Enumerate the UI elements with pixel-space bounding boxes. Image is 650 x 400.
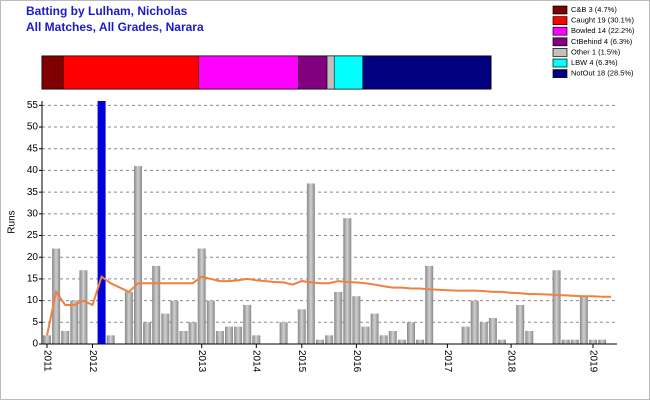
chart-title: Batting by Lulham, Nicholas xyxy=(26,4,188,18)
y-tick-label: 15 xyxy=(27,274,39,285)
bar xyxy=(589,339,597,344)
bar xyxy=(334,291,343,344)
stack-segment xyxy=(198,55,299,90)
y-axis-label: Runs xyxy=(7,210,18,233)
y-tick-label: 35 xyxy=(27,187,39,198)
x-tick-label: 2014 xyxy=(251,350,262,373)
stack-segment xyxy=(362,55,492,90)
bar xyxy=(379,335,388,344)
bar xyxy=(525,330,534,344)
legend-label: C&B 3 (4.7%) xyxy=(571,5,617,14)
legend-label: CtBehind 4 (6.3%) xyxy=(571,37,633,46)
bar xyxy=(552,270,561,344)
bar xyxy=(488,317,497,344)
y-tick-label: 10 xyxy=(27,295,39,306)
legend-swatch xyxy=(552,37,568,47)
y-tick-label: 20 xyxy=(27,252,39,263)
bar xyxy=(43,335,51,344)
bar xyxy=(188,322,197,344)
bar xyxy=(470,300,479,344)
bar xyxy=(306,183,315,344)
bar xyxy=(124,291,133,344)
y-tick-label: 45 xyxy=(27,143,39,154)
bar xyxy=(143,322,152,344)
legend-label: Bowled 14 (22.2%) xyxy=(571,26,635,35)
legend-label: NotOut 18 (28.5%) xyxy=(571,69,634,78)
bar xyxy=(570,339,579,344)
bar xyxy=(197,248,206,344)
y-tick-label: 25 xyxy=(27,230,39,241)
y-tick-label: 30 xyxy=(27,208,39,219)
bar xyxy=(361,326,370,344)
legend-swatch xyxy=(552,5,568,15)
stack-segment xyxy=(298,55,328,90)
bar xyxy=(70,300,79,344)
bar xyxy=(516,304,525,344)
bar xyxy=(234,326,243,344)
bar xyxy=(297,309,306,344)
bar xyxy=(106,335,115,344)
legend-swatch xyxy=(552,16,568,25)
y-tick-label: 5 xyxy=(32,317,38,328)
legend-swatch xyxy=(552,26,568,36)
x-tick-label: 2013 xyxy=(196,350,207,373)
legend-label: Other 1 (1.5%) xyxy=(571,47,621,56)
legend-swatch xyxy=(552,48,568,57)
x-tick-label: 2018 xyxy=(505,350,516,373)
bar xyxy=(370,313,379,344)
legend-swatch xyxy=(552,58,568,68)
bar xyxy=(97,101,106,344)
average-line xyxy=(46,275,612,336)
bar xyxy=(561,339,570,344)
bar xyxy=(316,339,324,344)
bar xyxy=(215,330,224,344)
x-tick-label: 2015 xyxy=(296,350,307,373)
bar xyxy=(179,330,188,344)
bar xyxy=(598,339,607,344)
bar xyxy=(397,339,406,344)
bar xyxy=(425,265,434,344)
bar xyxy=(61,330,70,344)
bar xyxy=(152,265,161,344)
stack-segment xyxy=(326,55,335,90)
bar xyxy=(579,296,588,344)
stack-segment xyxy=(63,55,200,90)
bar xyxy=(206,300,215,344)
bar xyxy=(325,335,334,344)
bar xyxy=(279,322,288,344)
bar xyxy=(498,339,506,344)
y-tick-label: 40 xyxy=(27,165,39,176)
legend-label: LBW 4 (6.3%) xyxy=(571,58,618,67)
x-tick-label: 2019 xyxy=(587,350,598,373)
bar xyxy=(416,339,425,344)
y-tick-label: 55 xyxy=(27,100,39,111)
stack-segment xyxy=(41,55,64,90)
x-tick-label: 2011 xyxy=(41,350,52,372)
stack-segment xyxy=(333,55,363,90)
bar xyxy=(79,270,88,344)
y-tick-label: 50 xyxy=(27,122,39,133)
bar xyxy=(243,304,252,344)
bar xyxy=(161,313,170,344)
x-tick-label: 2016 xyxy=(351,350,362,373)
bar xyxy=(225,326,233,344)
x-tick-label: 2012 xyxy=(87,350,98,373)
chart-subtitle: All Matches, All Grades, Narara xyxy=(26,20,204,34)
bar xyxy=(407,322,415,344)
bar xyxy=(479,322,488,344)
bar xyxy=(170,300,179,344)
x-tick-label: 2017 xyxy=(442,350,453,373)
bar xyxy=(252,335,261,344)
bar xyxy=(388,330,397,344)
y-tick-label: 0 xyxy=(32,339,38,350)
bar xyxy=(352,296,361,344)
bar xyxy=(461,326,470,344)
legend-swatch xyxy=(552,69,568,78)
legend-label: Caught 19 (30.1%) xyxy=(571,16,634,25)
bar xyxy=(134,166,142,344)
